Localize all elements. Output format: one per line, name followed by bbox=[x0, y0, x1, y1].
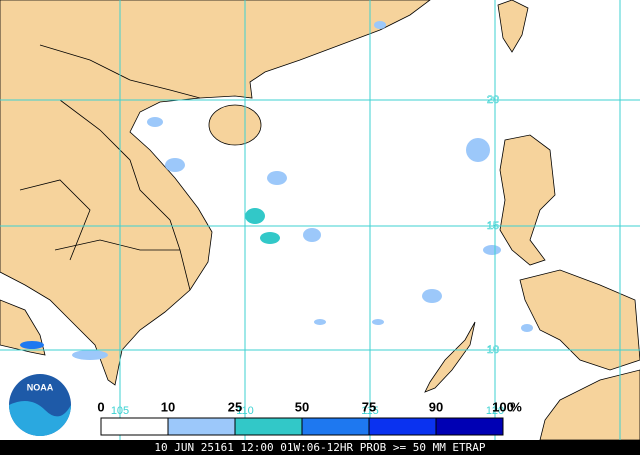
probability-areas bbox=[20, 21, 533, 360]
prob-area bbox=[483, 245, 501, 255]
legend-swatch bbox=[301, 417, 370, 436]
legend-swatch bbox=[234, 417, 303, 436]
lat-label: 15 bbox=[487, 220, 499, 232]
land bbox=[0, 0, 640, 441]
legend-label: 0 bbox=[97, 399, 104, 414]
lat-label: 10 bbox=[487, 344, 499, 356]
lat-label: 20 bbox=[487, 94, 499, 106]
prob-area bbox=[147, 117, 163, 127]
prob-area bbox=[20, 341, 44, 349]
footer-bar bbox=[0, 440, 640, 455]
prob-area bbox=[267, 171, 287, 185]
noaa-logo: NOAA bbox=[5, 370, 75, 440]
lon-label: 115 bbox=[361, 405, 379, 417]
footer-text: 10 JUN 25161 12:00 01W:06-12HR PROB >= 5… bbox=[154, 441, 486, 454]
legend-label: 25 bbox=[228, 399, 242, 414]
legend-swatch bbox=[368, 417, 437, 436]
legend-label: 10 bbox=[161, 399, 175, 414]
legend-label: 100 bbox=[492, 399, 514, 414]
legend-label: 75 bbox=[362, 399, 376, 414]
prob-area bbox=[466, 138, 490, 162]
prob-area bbox=[165, 158, 185, 172]
lon-label: 120 bbox=[486, 405, 504, 417]
legend-unit: % bbox=[510, 399, 522, 414]
lon-label: 105 bbox=[111, 405, 129, 417]
prob-area bbox=[314, 319, 326, 325]
legend-swatch bbox=[435, 417, 504, 436]
prob-area bbox=[521, 324, 533, 332]
prob-area bbox=[374, 21, 386, 29]
grid: 105 110 115 120 20 15 10 bbox=[0, 0, 640, 440]
prob-area bbox=[260, 232, 280, 244]
legend: 0 10 25 50 75 90 100% bbox=[97, 399, 522, 436]
legend-label: 90 bbox=[429, 399, 443, 414]
prob-area bbox=[372, 319, 384, 325]
border bbox=[54, 239, 191, 291]
prob-area bbox=[72, 350, 108, 360]
border bbox=[59, 99, 181, 251]
borders bbox=[19, 44, 201, 291]
prob-area bbox=[303, 228, 321, 242]
prob-area bbox=[245, 208, 265, 224]
logo-text: NOAA bbox=[27, 382, 54, 392]
lon-label: 110 bbox=[236, 405, 254, 417]
border bbox=[39, 44, 201, 99]
border bbox=[19, 179, 91, 261]
logo-wave bbox=[9, 401, 71, 436]
prob-area bbox=[422, 289, 442, 303]
legend-swatch bbox=[100, 417, 169, 436]
legend-label: 50 bbox=[295, 399, 309, 414]
legend-swatch bbox=[167, 417, 236, 436]
